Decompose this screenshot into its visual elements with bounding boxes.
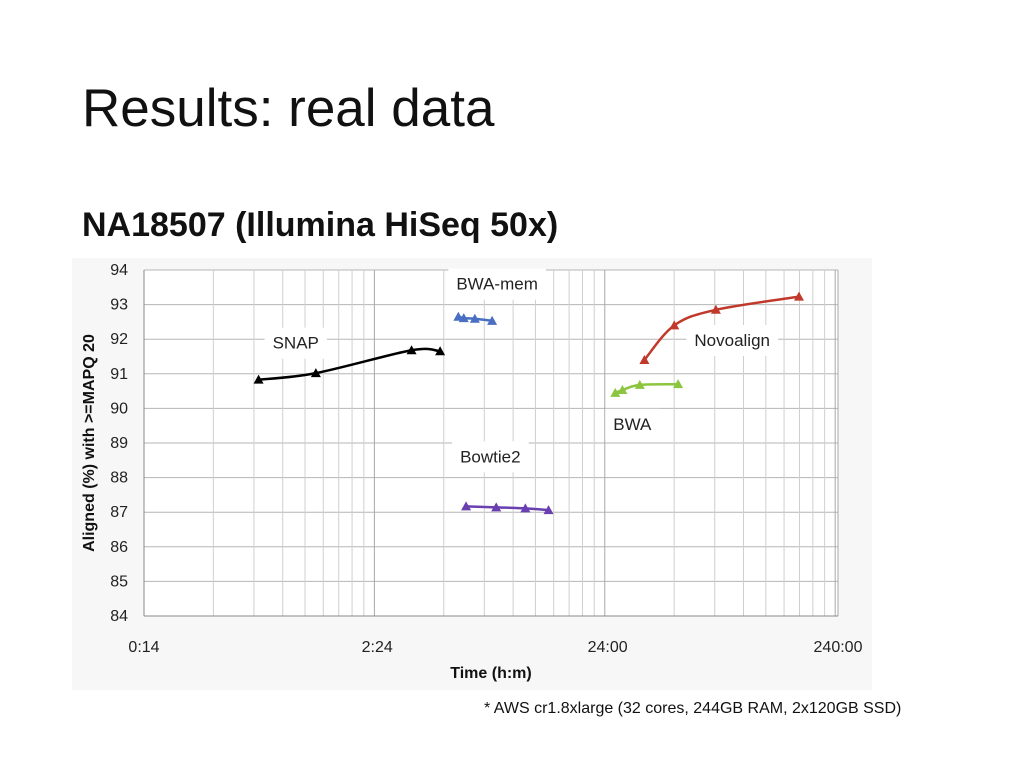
slide-title: Results: real data: [82, 79, 495, 138]
chart: Time (h:m) Aligned (%) with >=MAPQ 20 84…: [72, 258, 872, 690]
data-point: [435, 346, 446, 356]
y-tick-label: 91: [110, 366, 128, 383]
x-axis-title: Time (h:m): [450, 665, 531, 682]
slide-subtitle: NA18507 (Illumina HiSeq 50x): [82, 206, 559, 244]
x-tick-label: 0:14: [128, 639, 159, 656]
data-point: [669, 320, 680, 330]
series-snap-line: [258, 347, 441, 381]
x-tick-label: 24:00: [588, 639, 628, 656]
chart-svg: Time (h:m) Aligned (%) with >=MAPQ 20 84…: [72, 258, 872, 690]
series-labels: SNAP BWA-mem Bowtie2 BWA Novoalign: [264, 268, 779, 473]
series-bwa: [610, 379, 684, 397]
data-point: [520, 503, 531, 513]
y-tick-label: 90: [110, 400, 128, 417]
series-label-background: [448, 268, 546, 300]
y-tick-label: 88: [110, 470, 128, 487]
y-tick-label: 84: [110, 608, 128, 625]
data-point: [461, 501, 472, 511]
y-tick-label: 89: [110, 435, 128, 452]
data-point: [617, 385, 628, 395]
series-novoalign: [639, 291, 804, 364]
x-tick-label: 240:00: [814, 639, 863, 656]
series-label-background: [686, 324, 779, 356]
series-label-novoalign: Novoalign: [686, 324, 779, 356]
y-tick-label: 87: [110, 504, 128, 521]
data-point: [793, 291, 804, 301]
y-tick-label: 85: [110, 573, 128, 590]
series-bwa-line: [614, 382, 679, 394]
grid: [143, 269, 839, 617]
series-label-bwa-mem: BWA-mem: [448, 268, 546, 300]
series-label-background: [452, 441, 529, 473]
series-bwa-mem: [453, 311, 498, 325]
series-label-text: Novoalign: [694, 331, 770, 350]
data-point: [543, 505, 554, 515]
data-point: [610, 387, 621, 397]
data-point: [253, 374, 264, 384]
y-axis-title: Aligned (%) with >=MAPQ 20: [81, 334, 98, 552]
series-label-text: SNAP: [273, 334, 319, 353]
data-point: [310, 368, 321, 378]
series-label-background: [605, 408, 661, 440]
series-label-snap: SNAP: [264, 327, 327, 359]
series-label-bowtie2: Bowtie2: [452, 441, 529, 473]
data-point: [634, 379, 645, 389]
data-point: [639, 354, 650, 364]
series-novoalign-line: [643, 295, 800, 361]
axes: Time (h:m) Aligned (%) with >=MAPQ 20 84…: [81, 262, 863, 682]
series-label-bwa: BWA: [605, 408, 661, 440]
data-point: [487, 315, 498, 325]
series-label-text: BWA: [613, 415, 652, 434]
data-point: [406, 345, 417, 355]
series-label-text: BWA-mem: [456, 275, 538, 294]
y-tick-label: 93: [110, 297, 128, 314]
y-tick-label: 86: [110, 539, 128, 556]
data-point: [458, 313, 469, 323]
series-label-background: [264, 327, 327, 359]
series-bowtie2-line: [466, 505, 549, 512]
y-tick-label: 94: [110, 262, 128, 279]
series-bowtie2: [461, 501, 554, 515]
series-label-text: Bowtie2: [460, 447, 520, 466]
data-point: [469, 313, 480, 323]
x-tick-label: 2:24: [362, 639, 393, 656]
series: [253, 291, 804, 515]
y-tick-label: 92: [110, 331, 128, 348]
footnote: * AWS cr1.8xlarge (32 cores, 244GB RAM, …: [484, 700, 902, 717]
data-point: [710, 304, 721, 314]
data-point: [491, 502, 502, 512]
data-point: [673, 379, 684, 389]
series-snap: [253, 345, 446, 384]
